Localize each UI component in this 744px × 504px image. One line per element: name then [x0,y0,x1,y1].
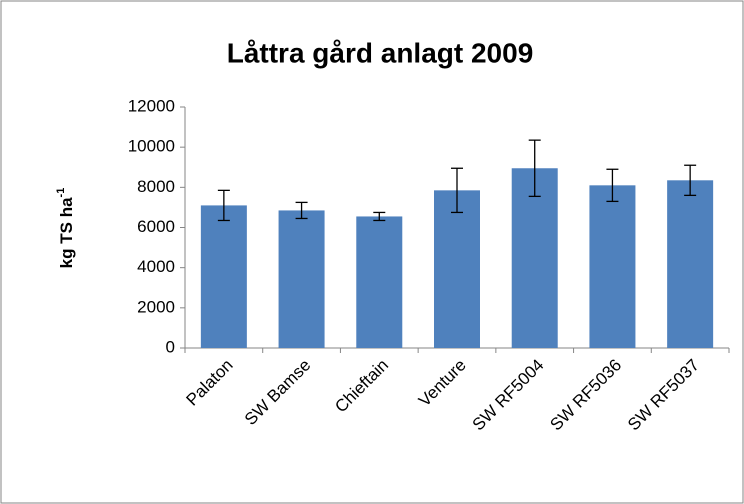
y-tick-label: 8000 [137,177,175,196]
y-tick-label: 4000 [137,257,175,276]
y-tick-label: 6000 [137,217,175,236]
y-tick-label: 2000 [137,297,175,316]
error-bar [451,167,463,214]
bar [434,190,480,348]
bar [278,210,325,348]
error-bar [373,211,386,222]
y-axis-label-superscript: -1 [55,188,67,198]
y-tick-label: 12000 [128,96,175,115]
y-axis-label-text: kg TS ha [57,197,76,268]
y-axis-label: kg TS ha-1 [55,188,77,269]
bar [200,205,247,348]
y-tick-label: 10000 [128,137,175,156]
error-bar [295,201,308,220]
error-bar [217,189,230,222]
y-tick-label: 0 [166,337,175,356]
bar [511,168,558,348]
bar [667,180,714,348]
error-bar [528,139,541,198]
chart-title: Låttra gård anlagt 2009 [227,37,534,68]
error-bar [606,168,619,203]
bar [356,216,403,348]
error-bar [684,164,697,197]
bar [589,185,636,348]
